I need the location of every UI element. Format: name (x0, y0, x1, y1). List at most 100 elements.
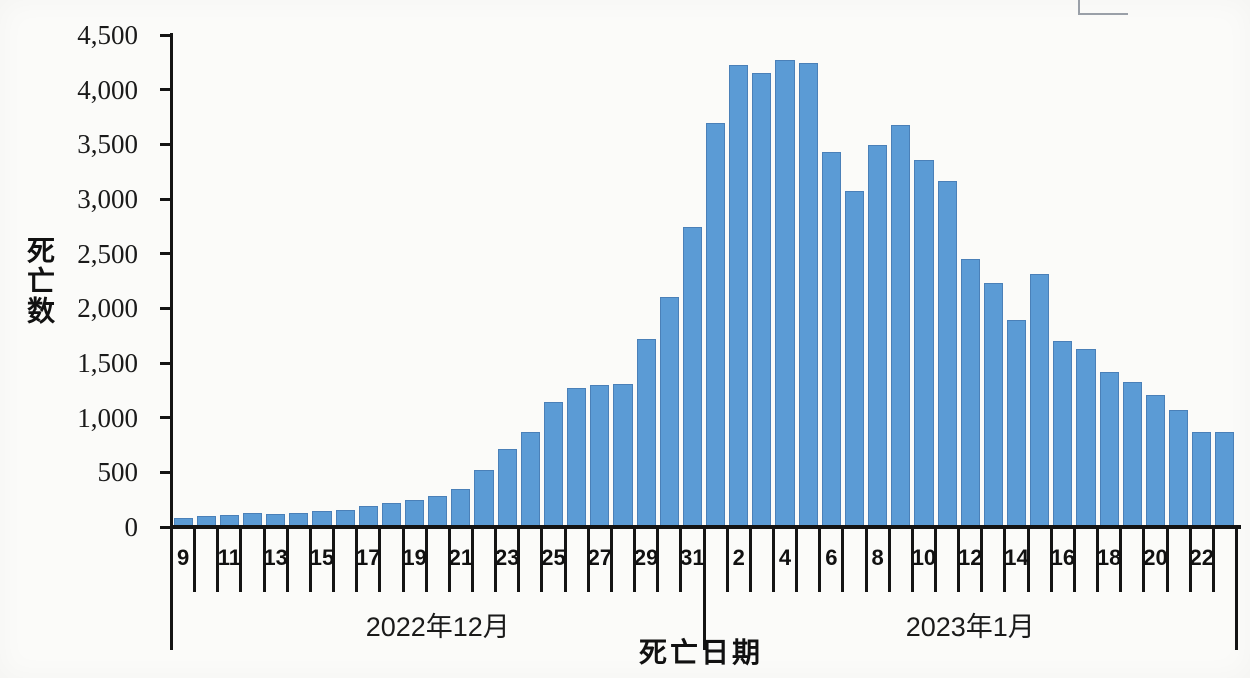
x-axis-title: 死亡日期 (638, 638, 763, 669)
day-tick (679, 527, 683, 592)
x-tick-label: 11 (217, 545, 241, 570)
day-tick (795, 527, 799, 592)
y-axis-tick (160, 33, 171, 37)
x-tick-label: 25 (541, 545, 566, 570)
bar (1122, 381, 1142, 527)
bar (219, 514, 239, 527)
bar (775, 60, 795, 527)
bar (590, 384, 610, 527)
x-tick-label: 19 (402, 545, 427, 570)
bar (497, 448, 517, 527)
day-tick (771, 527, 775, 592)
y-axis-tick (160, 525, 171, 529)
x-axis-baseline (170, 525, 1241, 529)
day-tick (193, 527, 197, 592)
y-axis-tick (160, 416, 171, 420)
bar (1215, 431, 1235, 527)
cropped-box-corner-icon (1078, 0, 1128, 15)
month-divider-tick (702, 527, 706, 650)
day-tick (633, 527, 637, 592)
day-tick (910, 527, 914, 592)
bar (1030, 274, 1050, 527)
day-tick (216, 527, 220, 592)
day-tick (355, 527, 359, 592)
x-tick-label: 8 (871, 545, 884, 570)
month-group-label: 2022年12月 (365, 612, 510, 642)
day-tick (957, 527, 961, 592)
day-tick (262, 527, 266, 592)
y-tick-label: 4,000 (77, 74, 138, 105)
bar (868, 145, 888, 527)
day-tick (494, 527, 498, 592)
bar (266, 513, 286, 527)
x-tick-label: 17 (356, 545, 381, 570)
day-tick (1188, 527, 1192, 592)
y-axis-tick (160, 88, 171, 92)
y-axis-line (170, 33, 173, 529)
month-divider-tick (1235, 527, 1238, 650)
day-tick (447, 527, 451, 592)
x-tick-label: 18 (1096, 545, 1122, 570)
y-tick-label: 2,500 (77, 238, 138, 269)
bar (821, 151, 841, 527)
day-tick (540, 527, 544, 592)
day-tick (1096, 527, 1100, 592)
x-tick-label: 15 (309, 545, 335, 570)
y-axis-title: 死亡数 (23, 236, 54, 326)
bar (636, 338, 656, 527)
bar (358, 506, 378, 527)
day-tick (424, 527, 428, 592)
day-tick (308, 527, 312, 592)
bar (752, 72, 772, 527)
y-axis-tick (160, 197, 171, 201)
day-tick (887, 527, 891, 592)
x-tick-label: 23 (494, 545, 520, 570)
day-tick (748, 527, 752, 592)
day-tick (1165, 527, 1169, 592)
bar (451, 488, 471, 527)
x-tick-label: 16 (1050, 545, 1076, 570)
y-tick-label: 3,000 (77, 184, 138, 214)
x-tick-label: 9 (176, 545, 190, 570)
month-group-label: 2023年1月 (905, 612, 1035, 642)
x-tick-label: 12 (958, 545, 983, 570)
day-tick (609, 527, 613, 592)
bar (1099, 371, 1119, 527)
y-tick-label: 500 (97, 457, 139, 488)
bar (798, 62, 818, 527)
y-axis-tick (160, 361, 171, 365)
bar (1192, 431, 1212, 527)
day-tick (1049, 527, 1053, 592)
y-axis-tick (160, 306, 171, 310)
y-axis-tick (160, 252, 171, 256)
bar (289, 512, 309, 527)
y-axis-tick (160, 470, 171, 474)
bar (682, 227, 702, 527)
bar (1145, 394, 1166, 527)
day-tick (586, 527, 590, 592)
x-tick-label: 22 (1189, 545, 1214, 570)
bar (844, 191, 865, 527)
bar (659, 297, 679, 527)
x-tick-label: 20 (1143, 545, 1168, 570)
bar (567, 388, 587, 527)
day-tick (934, 527, 938, 592)
day-tick (1142, 527, 1146, 592)
y-tick-label: 2,000 (77, 293, 138, 324)
bar (960, 259, 980, 527)
day-tick (1072, 527, 1076, 592)
bar (613, 384, 633, 527)
bar (520, 431, 540, 527)
day-tick (378, 527, 382, 592)
x-tick-label: 4 (778, 545, 792, 570)
bar (937, 180, 957, 527)
y-tick-label: 3,500 (77, 129, 138, 160)
y-tick-label: 1,500 (77, 348, 138, 378)
bar (1006, 320, 1027, 527)
day-tick (285, 527, 289, 592)
day-tick (841, 527, 845, 592)
y-tick-label: 0 (124, 512, 139, 542)
x-tick-label: 14 (1004, 545, 1029, 570)
bar (242, 513, 263, 527)
bar (1076, 348, 1096, 527)
